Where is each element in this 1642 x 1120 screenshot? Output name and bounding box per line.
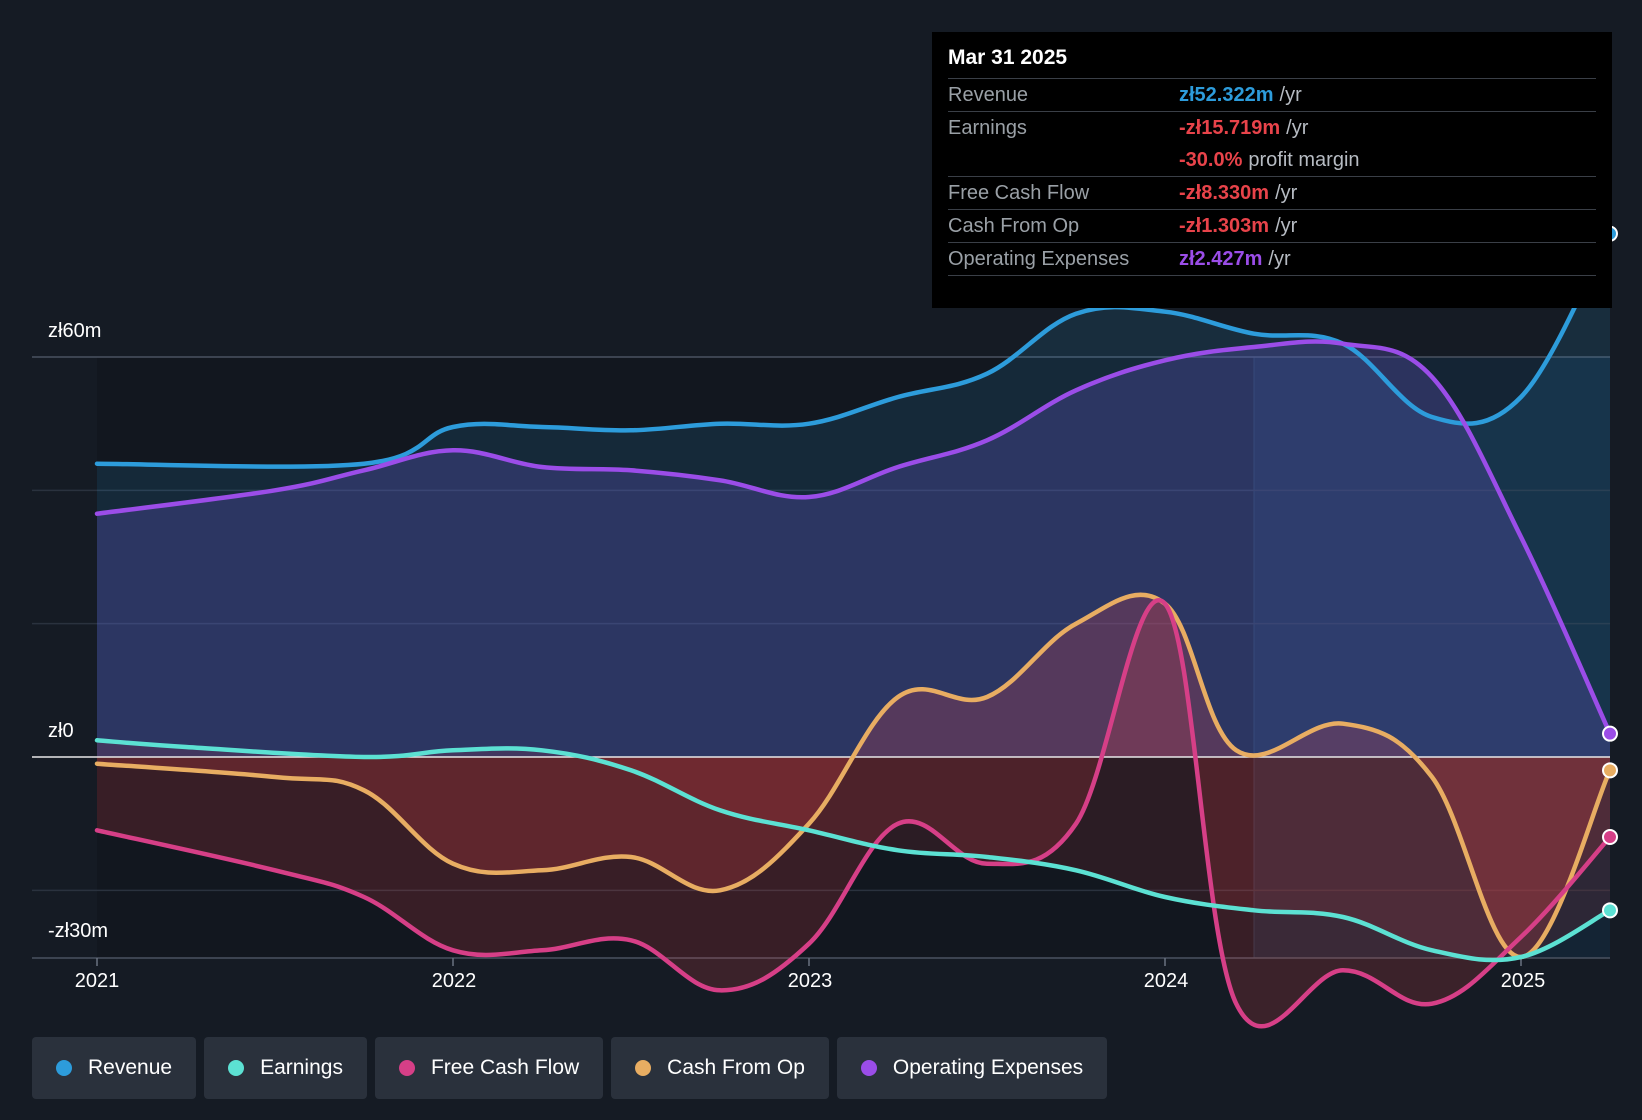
cfo-line (94, 592, 1613, 960)
legend-item-free-cash-flow[interactable]: Free Cash Flow (374, 1037, 604, 1099)
y-label-zero: zł0 (48, 720, 74, 742)
tooltip-row-profit-margin: -30.0% profit margin (948, 144, 1596, 177)
cfo-area (97, 594, 1610, 958)
tooltip-value: -zł8.330m (1179, 182, 1270, 204)
tooltip-value: -30.0% (1179, 149, 1243, 171)
x-tick-2025: 2025 (1500, 970, 1546, 992)
grid-lines (32, 356, 1610, 966)
tooltip-date: Mar 31 2025 (948, 46, 1596, 79)
legend-item-operating-expenses[interactable]: Operating Expenses (836, 1037, 1108, 1099)
legend-label: Earnings (260, 1056, 343, 1079)
tooltip-label: Cash From Op (948, 215, 1080, 237)
opex-end-marker (1602, 725, 1618, 742)
tooltip-row-fcf: Free Cash Flow -zł8.330m /yr (948, 177, 1596, 210)
legend-item-earnings[interactable]: Earnings (204, 1037, 367, 1099)
earnings-end-marker (1602, 902, 1618, 919)
series-lines (32, 231, 1613, 1029)
x-tick-2024: 2024 (1143, 970, 1189, 992)
y-label-top: zł60m (48, 320, 102, 342)
legend-dot-icon (228, 1060, 245, 1076)
tooltip-unit: /yr (1286, 117, 1309, 139)
legend-dot-icon (635, 1060, 652, 1076)
series-areas (97, 233, 1610, 1027)
x-tick-2023: 2023 (787, 970, 833, 992)
revenue-area (97, 233, 1610, 757)
plot-background (97, 357, 1254, 958)
tooltip-row-revenue: Revenue zł52.322m /yr (948, 79, 1596, 112)
tooltip-label: Revenue (948, 84, 1029, 106)
tooltip-row-opex: Operating Expenses zł2.427m /yr (948, 243, 1596, 276)
tooltip-value: zł2.427m (1179, 248, 1263, 270)
opex-line (94, 339, 1613, 736)
fcf-area (97, 600, 1610, 1027)
tooltip-unit: profit margin (1248, 149, 1360, 171)
legend-label: Operating Expenses (892, 1056, 1084, 1079)
tooltip-panel: Mar 31 2025 Revenue zł52.322m /yr Earnin… (932, 32, 1612, 308)
tooltip-label: Earnings (948, 117, 1027, 139)
tooltip-label (948, 149, 1179, 172)
earnings-area (97, 740, 1610, 961)
legend-label: Free Cash Flow (430, 1056, 580, 1079)
legend-dot-icon (398, 1060, 415, 1076)
tooltip-value: zł52.322m (1179, 84, 1274, 106)
tooltip-unit: /yr (1275, 215, 1298, 237)
tooltip-label: Operating Expenses (948, 248, 1130, 270)
x-tick-2021: 2021 (74, 970, 120, 992)
tooltip-unit: /yr (1268, 248, 1291, 270)
legend-item-revenue[interactable]: Revenue (32, 1037, 197, 1099)
tooltip-unit: /yr (1279, 84, 1302, 106)
fcf-end-marker (1602, 829, 1618, 845)
legend-dot-icon (56, 1060, 72, 1076)
legend-label: Cash From Op (667, 1056, 805, 1079)
tooltip-row-earnings: Earnings -zł15.719m /yr (948, 112, 1596, 144)
tooltip-label: Free Cash Flow (948, 182, 1090, 204)
legend-dot-icon (860, 1060, 877, 1076)
forecast-region (1254, 357, 1610, 958)
legend-item-cash-from-op[interactable]: Cash From Op (611, 1037, 829, 1099)
cfo-end-marker (1602, 762, 1618, 779)
tooltip-value: -zł1.303m (1179, 215, 1270, 237)
opex-area (97, 341, 1610, 757)
revenue-line (94, 231, 1613, 469)
tooltip-unit: /yr (1275, 182, 1298, 204)
legend: Revenue Earnings Free Cash Flow Cash Fro… (32, 1037, 1108, 1099)
tooltip-value: -zł15.719m (1179, 117, 1281, 139)
earnings-line (94, 738, 1613, 963)
y-label-bottom: -zł30m (48, 920, 109, 942)
tooltip-row-cfo: Cash From Op -zł1.303m /yr (948, 210, 1596, 243)
legend-label: Revenue (88, 1056, 173, 1079)
x-tick-2022: 2022 (431, 970, 477, 992)
